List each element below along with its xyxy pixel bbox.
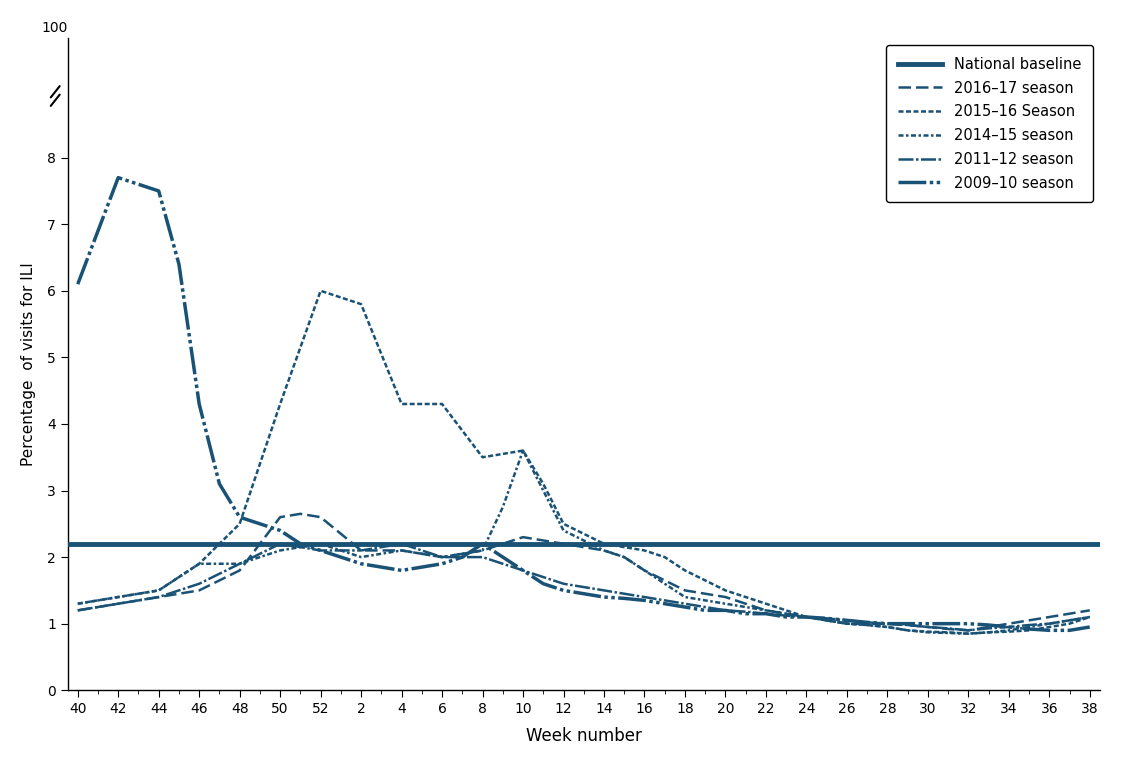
Text: 100: 100 (41, 21, 67, 34)
Y-axis label: Percentage  of visits for ILI: Percentage of visits for ILI (21, 262, 36, 466)
Legend: National baseline, 2016–17 season, 2015–16 Season, 2014–15 season, 2011–12 seaso: National baseline, 2016–17 season, 2015–… (887, 45, 1093, 202)
X-axis label: Week number: Week number (526, 727, 641, 745)
